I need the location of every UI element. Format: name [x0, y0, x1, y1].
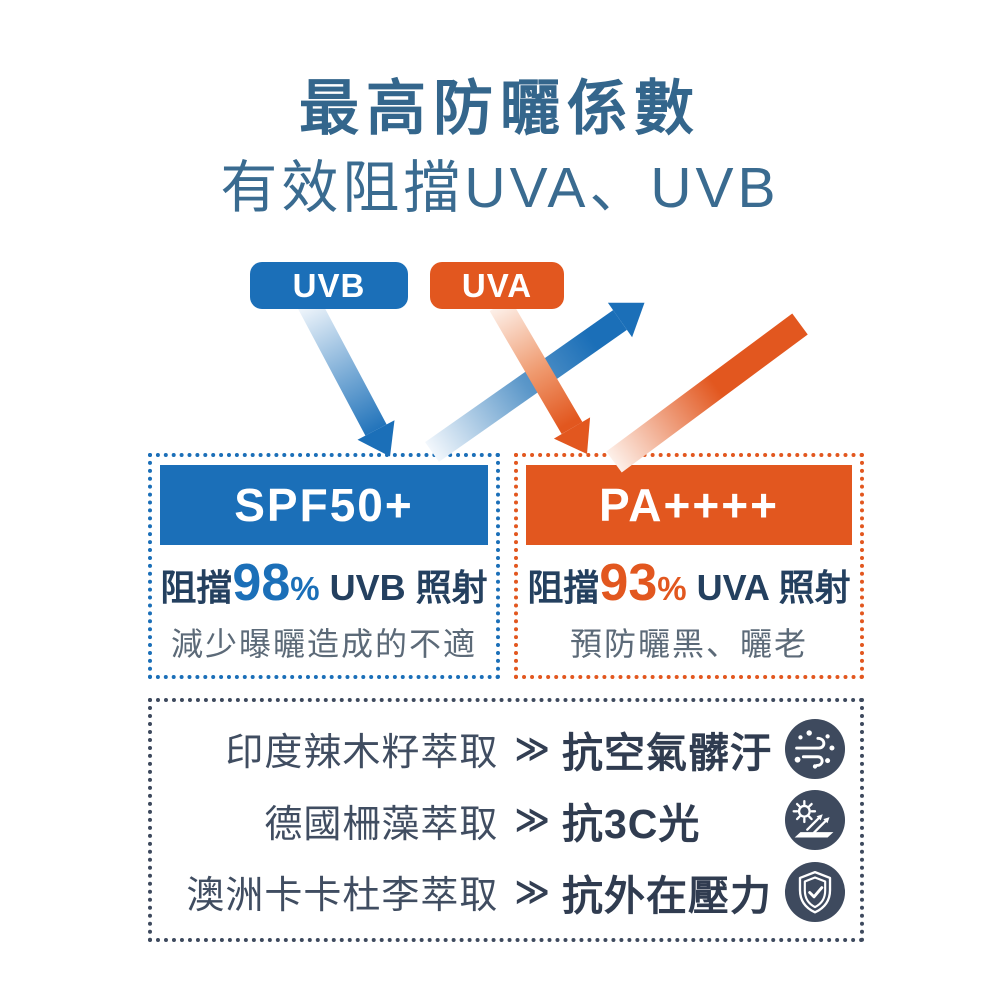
page-title: 最高防曬係數 — [299, 75, 701, 142]
double-chevron-icon: ≫ — [514, 801, 550, 839]
ingredient-benefits-box: 印度辣木籽萃取 ≫ 抗空氣髒汙 德國柵藻萃取 ≫ 抗3C光 — [148, 698, 864, 942]
spf-card-header: SPF50+ — [160, 465, 488, 545]
benefit-row: 澳洲卡卡杜李萃取 ≫ 抗外在壓力 — [166, 861, 846, 923]
double-chevron-icon: ≫ — [514, 729, 550, 768]
spf-block-line: 阻擋98% UVB 照射 — [152, 557, 496, 609]
benefit-row: 印度辣木籽萃取 ≫ 抗空氣髒汙 — [166, 718, 846, 780]
uva-ray-label: UVA — [430, 262, 564, 309]
double-chevron-icon: ≫ — [514, 872, 550, 911]
pa-percent-sign: % — [657, 570, 687, 607]
pa-block-value: 93 — [599, 554, 658, 612]
pa-block-prefix: 阻擋 — [527, 567, 600, 608]
pa-block-suffix: UVA 照射 — [696, 567, 851, 608]
uvb-ray-label: UVB — [250, 262, 408, 309]
shield-check-icon — [784, 861, 846, 922]
spf-block-prefix: 阻擋 — [160, 567, 233, 608]
pa-block-line: 阻擋93% UVA 照射 — [518, 557, 860, 609]
uvb-incident-ray — [297, 296, 395, 457]
benefit-label: 抗空氣髒汙 — [562, 729, 772, 776]
uvb-label-text: UVB — [292, 266, 366, 304]
benefit-source: 印度辣木籽萃取 — [225, 732, 499, 774]
blue-light-icon — [784, 789, 846, 851]
uva-label-text: UVA — [461, 266, 533, 304]
spf-card: SPF50+ 阻擋98% UVB 照射 減少曝曬造成的不適 — [148, 453, 500, 679]
pa-card: PA++++ 阻擋93% UVA 照射 預防曬黑、曬老 — [514, 453, 864, 679]
spf-block-value: 98 — [232, 554, 291, 612]
page-subtitle: 有效阻擋UVA、UVB — [220, 156, 780, 220]
benefit-source: 澳洲卡卡杜李萃取 — [186, 875, 499, 917]
pa-caption: 預防曬黑、曬老 — [569, 626, 808, 662]
uva-reflected-ray — [606, 313, 808, 473]
spf-caption: 減少曝曬造成的不適 — [170, 626, 477, 662]
spf-percent-sign: % — [290, 570, 320, 607]
uvb-reflected-ray — [425, 302, 645, 462]
benefit-label: 抗外在壓力 — [562, 872, 772, 919]
spf-block-suffix: UVB 照射 — [329, 567, 488, 608]
uva-incident-ray — [489, 298, 591, 454]
benefit-row: 德國柵藻萃取 ≫ 抗3C光 — [166, 789, 846, 851]
pa-card-header: PA++++ — [526, 465, 852, 545]
air-pollution-icon — [784, 718, 846, 779]
benefit-source: 德國柵藻萃取 — [264, 803, 499, 846]
benefit-label: 抗3C光 — [562, 801, 701, 847]
